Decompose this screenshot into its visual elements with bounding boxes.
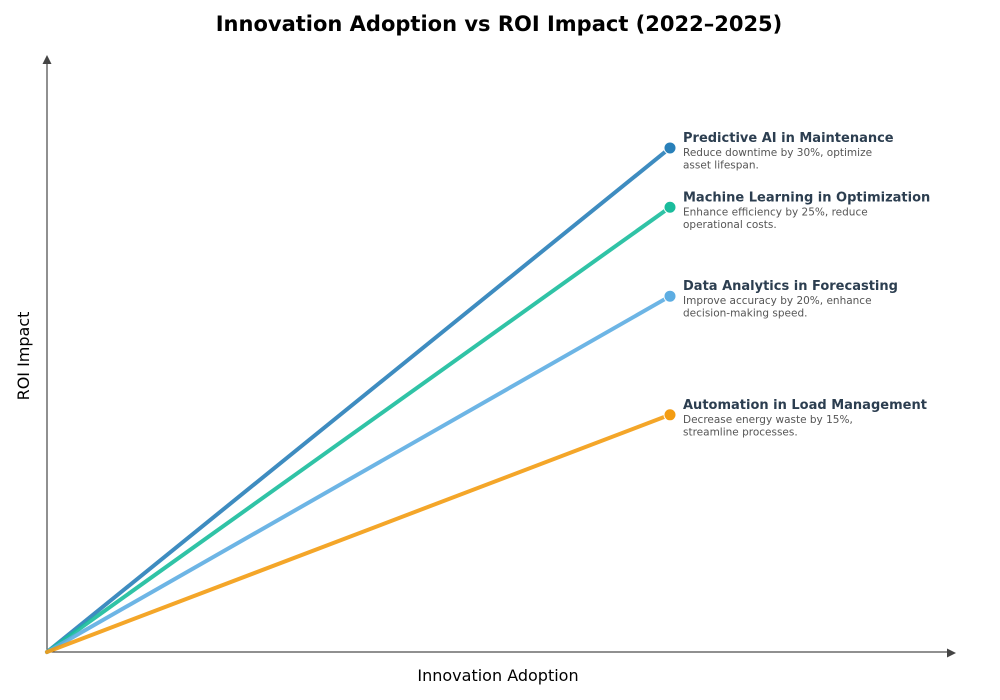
series-description: Improve accuracy by 20%, enhance [683, 295, 872, 307]
series-line [45, 412, 672, 654]
series-line [45, 145, 672, 654]
series-label: Automation in Load Management [683, 398, 927, 413]
series-description: operational costs. [683, 219, 777, 231]
series-endpoint [663, 200, 677, 214]
series-description: Reduce downtime by 30%, optimize [683, 147, 872, 159]
series-endpoint [663, 289, 677, 303]
y-axis-arrow-icon [42, 55, 52, 64]
series-line [45, 205, 672, 654]
series-description: asset lifespan. [683, 159, 759, 171]
x-axis-arrow-icon [947, 648, 956, 658]
x-axis-label: Innovation Adoption [417, 666, 578, 685]
series-description: streamline processes. [683, 426, 798, 438]
series-line [45, 294, 672, 654]
series-label: Predictive AI in Maintenance [683, 131, 894, 146]
series-description: decision-making speed. [683, 308, 807, 320]
series-label: Data Analytics in Forecasting [683, 279, 898, 294]
series-description: Enhance efficiency by 25%, reduce [683, 206, 868, 218]
series-endpoint [663, 408, 677, 422]
y-axis-label: ROI Impact [14, 312, 33, 401]
series-description: Decrease energy waste by 15%, [683, 414, 853, 426]
series-label: Machine Learning in Optimization [683, 190, 930, 205]
series-endpoint [663, 141, 677, 155]
chart-title: Innovation Adoption vs ROI Impact (2022–… [216, 12, 783, 36]
